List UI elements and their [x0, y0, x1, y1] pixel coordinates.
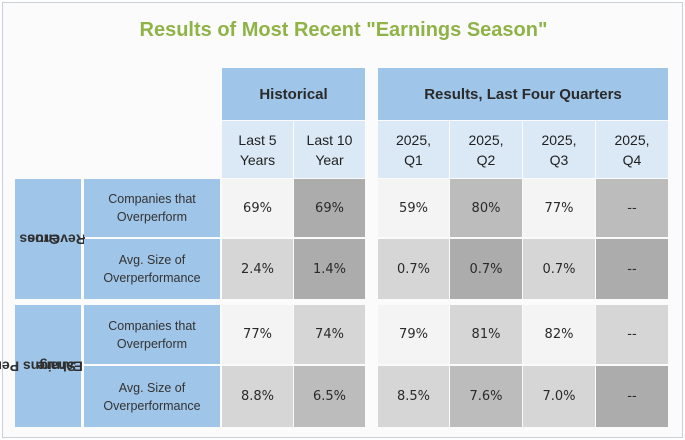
metric-revenue-avg-size: Avg. Size of Overperformance — [84, 239, 220, 299]
value-cell: 79% — [378, 305, 449, 364]
value-cell: 1.4% — [294, 239, 365, 299]
value-cell: 0.7% — [450, 239, 522, 299]
value-cell: 77% — [222, 305, 293, 364]
value-cell: 59% — [378, 179, 449, 237]
value-cell: -- — [596, 366, 668, 427]
header-last-four-quarters: Results, Last Four Quarters — [378, 68, 668, 120]
value-cell: 0.7% — [523, 239, 595, 299]
value-cell: 69% — [222, 179, 293, 237]
metric-eps-avg-size: Avg. Size of Overperformance — [84, 366, 220, 427]
column-header-2025-q4: 2025, Q4 — [596, 121, 668, 178]
column-header-last-10-year: Last 10 Year — [294, 121, 365, 178]
value-cell: 80% — [450, 179, 522, 237]
column-header-2025-q1: 2025, Q1 — [378, 121, 449, 178]
value-cell: 2.4% — [222, 239, 293, 299]
value-cell: -- — [596, 305, 668, 364]
value-cell: 82% — [523, 305, 595, 364]
value-cell: 8.5% — [378, 366, 449, 427]
column-header-2025-q3: 2025, Q3 — [523, 121, 595, 178]
value-cell: -- — [596, 179, 668, 237]
value-cell: 77% — [523, 179, 595, 237]
value-cell: 0.7% — [378, 239, 449, 299]
value-cell: 8.8% — [222, 366, 293, 427]
metric-eps-companies-overperform: Companies that Overperform — [84, 305, 220, 364]
column-header-2025-q2: 2025, Q2 — [450, 121, 522, 178]
value-cell: 74% — [294, 305, 365, 364]
value-cell: 7.6% — [450, 366, 522, 427]
section-gross-revenue: Gross Revenue — [15, 179, 86, 299]
value-cell: 69% — [294, 179, 365, 237]
value-cell: 81% — [450, 305, 522, 364]
value-cell: 7.0% — [523, 366, 595, 427]
header-historical: Historical — [222, 68, 365, 120]
column-header-last-5-years: Last 5 Years — [222, 121, 293, 178]
section-earnings-per-share: Earnigns Per Share — [0, 305, 83, 427]
value-cell: -- — [596, 239, 668, 299]
metric-revenue-companies-overperform: Companies that Overperform — [84, 179, 220, 237]
value-cell: 6.5% — [294, 366, 365, 427]
table-title: Results of Most Recent "Earnings Season" — [139, 19, 548, 41]
